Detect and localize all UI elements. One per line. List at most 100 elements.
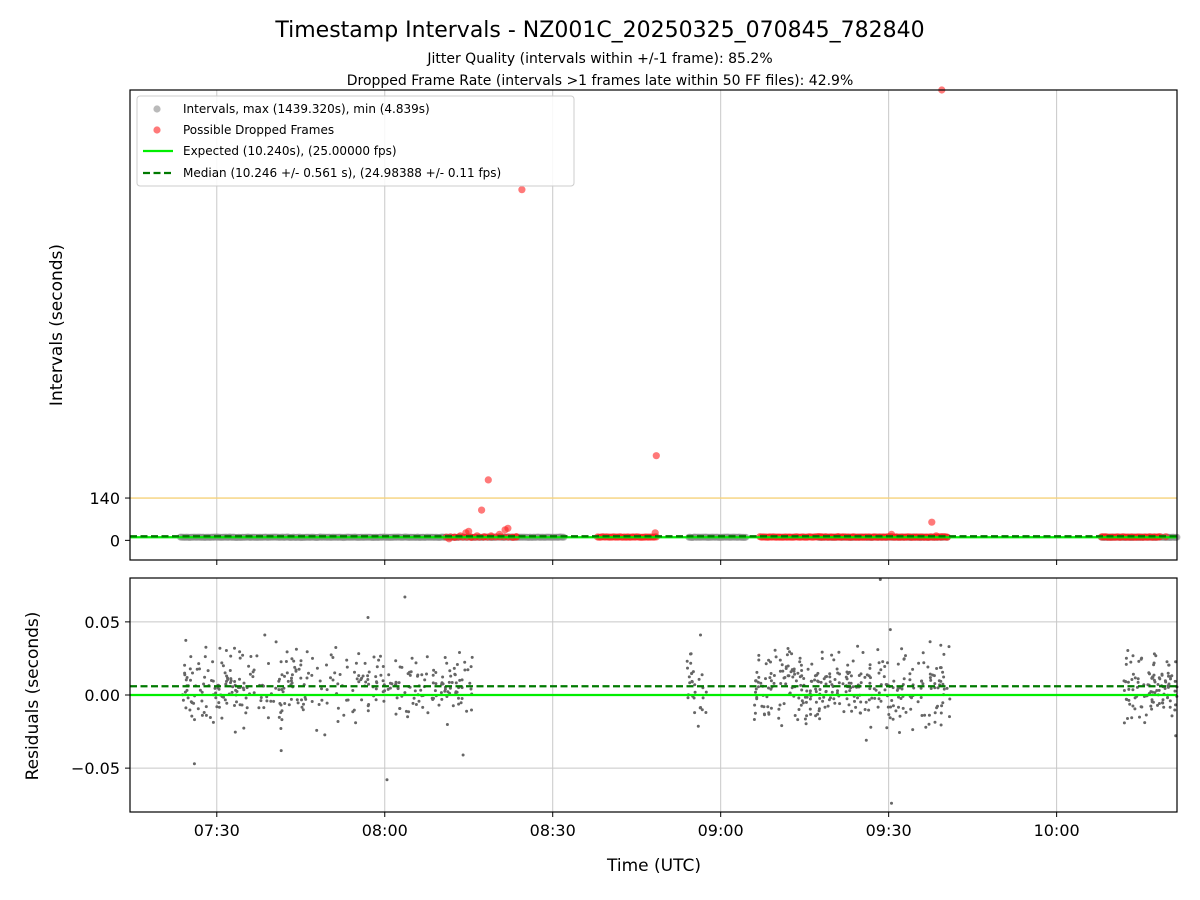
- residual-point: [455, 663, 459, 666]
- residual-point: [793, 714, 797, 717]
- residual-point: [279, 711, 283, 714]
- residual-point: [888, 628, 892, 632]
- residual-point: [439, 691, 443, 695]
- residuals-ticks: 07:30 08:00 08:30 09:00 09:30 10:00 0.05 0.00 −0…: [71, 613, 1080, 840]
- residual-point: [756, 680, 760, 684]
- residual-point: [818, 688, 822, 691]
- residual-point: [879, 699, 883, 703]
- residual-point: [689, 661, 693, 665]
- residual-point: [1168, 699, 1172, 703]
- residual-point: [800, 674, 804, 678]
- residual-point: [876, 705, 880, 709]
- residual-point: [779, 682, 783, 685]
- y-tick-label: −0.05: [71, 759, 120, 778]
- residual-point: [890, 699, 894, 702]
- residual-point: [867, 708, 871, 712]
- residual-point: [849, 674, 853, 678]
- residual-point: [798, 656, 802, 660]
- residual-point: [826, 704, 830, 708]
- residual-point: [440, 682, 444, 686]
- residual-point: [404, 709, 408, 713]
- residual-point: [1169, 677, 1172, 681]
- residual-point: [886, 705, 890, 709]
- residual-point: [948, 715, 951, 719]
- residual-point: [1140, 656, 1144, 660]
- residual-point: [1126, 680, 1130, 684]
- residual-point: [420, 673, 424, 677]
- residual-point: [446, 690, 450, 694]
- residual-point: [763, 713, 766, 717]
- residual-point: [279, 703, 283, 707]
- residual-point: [325, 701, 329, 705]
- residual-point: [757, 653, 761, 657]
- residual-point: [1136, 680, 1140, 684]
- residual-point: [375, 665, 379, 669]
- residual-point: [183, 690, 187, 694]
- residual-point: [1166, 684, 1170, 688]
- residual-point: [277, 679, 281, 683]
- residual-point: [204, 713, 208, 717]
- residual-point: [395, 696, 399, 700]
- residual-point: [469, 687, 473, 691]
- residual-point: [941, 682, 945, 686]
- residual-point: [366, 674, 370, 678]
- residual-point: [229, 654, 233, 658]
- residual-point: [868, 663, 872, 667]
- residual-point: [877, 661, 881, 665]
- y-tick-label: 0.00: [84, 686, 120, 705]
- residual-point: [414, 703, 418, 706]
- residual-point: [226, 676, 229, 680]
- residual-point: [800, 669, 804, 672]
- residual-point: [686, 696, 690, 700]
- residual-point: [782, 702, 786, 706]
- residual-point: [434, 682, 438, 686]
- residual-point: [1153, 691, 1157, 695]
- residual-point: [828, 672, 832, 676]
- residual-point: [457, 696, 460, 700]
- residual-point: [449, 674, 453, 678]
- residual-point: [465, 709, 469, 713]
- residual-point: [1166, 696, 1169, 700]
- residual-point: [377, 658, 381, 662]
- residual-point: [699, 706, 703, 709]
- residual-point: [192, 762, 196, 766]
- residual-point: [942, 675, 946, 679]
- residual-point: [267, 662, 270, 665]
- dropped-frame-point: [518, 186, 526, 194]
- residual-point: [928, 640, 932, 644]
- residual-point: [251, 670, 255, 674]
- residual-point: [197, 662, 201, 666]
- residual-point: [300, 698, 303, 702]
- residual-point: [403, 691, 407, 695]
- residual-point: [939, 679, 943, 683]
- residual-point: [892, 679, 896, 683]
- residual-point: [699, 633, 702, 637]
- residual-point: [1152, 678, 1156, 682]
- residual-point: [463, 660, 467, 664]
- residual-point: [294, 647, 298, 651]
- residual-point: [1150, 698, 1154, 702]
- residual-point: [936, 704, 939, 708]
- residual-point: [329, 653, 333, 657]
- residual-point: [697, 677, 701, 681]
- residual-point: [397, 681, 401, 685]
- residual-point: [864, 738, 868, 742]
- residual-point: [300, 705, 304, 709]
- residual-point: [796, 718, 800, 722]
- residual-point: [904, 710, 908, 714]
- residual-point: [696, 724, 700, 728]
- residual-point: [379, 673, 383, 677]
- residual-point: [872, 687, 876, 691]
- residual-point: [325, 688, 329, 692]
- residual-point: [754, 679, 758, 683]
- residual-point: [334, 646, 338, 649]
- residual-point: [458, 651, 461, 654]
- residual-point: [939, 723, 943, 727]
- residual-point: [277, 715, 281, 719]
- residual-point: [411, 701, 415, 705]
- residual-point: [218, 646, 222, 650]
- residual-point: [931, 673, 935, 677]
- residual-point: [448, 686, 452, 690]
- residual-point: [181, 698, 185, 702]
